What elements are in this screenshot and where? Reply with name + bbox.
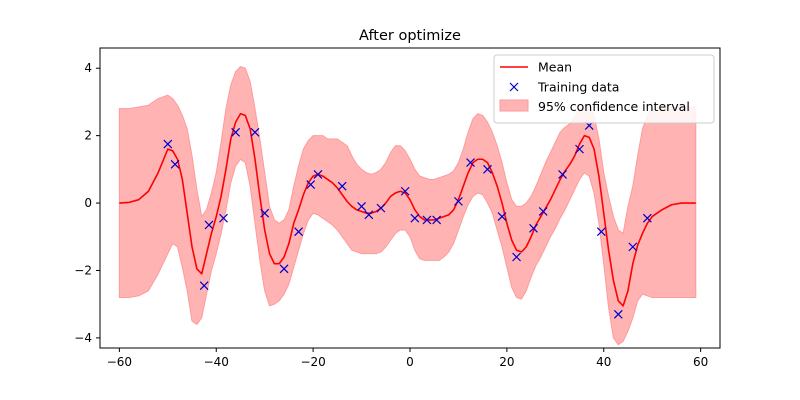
training-point bbox=[497, 212, 507, 221]
training-point bbox=[219, 213, 228, 223]
training-point bbox=[357, 202, 366, 211]
training-point bbox=[596, 227, 606, 237]
training-point bbox=[306, 180, 316, 189]
chart-title: After optimize bbox=[359, 28, 461, 44]
y-tick-label: −4 bbox=[74, 331, 92, 345]
training-point bbox=[628, 242, 638, 252]
x-tick-label: 0 bbox=[406, 355, 414, 369]
training-point bbox=[558, 169, 568, 179]
training-point bbox=[454, 196, 463, 206]
training-point bbox=[170, 159, 180, 169]
x-tick-label: 20 bbox=[499, 355, 514, 369]
training-point bbox=[337, 181, 347, 191]
training-point bbox=[163, 139, 173, 149]
plot-area bbox=[99, 47, 721, 349]
training-point bbox=[512, 252, 521, 262]
legend: Mean Training data 95% confidence interv… bbox=[493, 54, 715, 124]
training-point bbox=[483, 164, 492, 174]
training-point bbox=[642, 213, 652, 223]
legend-training-swatch bbox=[509, 82, 519, 92]
training-point bbox=[260, 208, 270, 218]
training-point bbox=[231, 127, 241, 137]
y-tick-label: −2 bbox=[74, 263, 92, 277]
training-point bbox=[199, 281, 209, 291]
training-point bbox=[313, 169, 323, 179]
y-axis-ticks: −4 −2 0 2 4 bbox=[74, 61, 100, 345]
y-tick-label: 0 bbox=[84, 196, 92, 210]
training-point bbox=[538, 207, 548, 216]
x-tick-label: 60 bbox=[693, 355, 708, 369]
y-tick-label: 2 bbox=[84, 129, 92, 143]
training-point bbox=[279, 264, 289, 274]
x-tick-label: 40 bbox=[596, 355, 611, 369]
training-point bbox=[432, 215, 442, 225]
mean-line-layer bbox=[119, 112, 696, 307]
mean-line bbox=[119, 112, 696, 307]
training-point bbox=[250, 127, 260, 137]
training-points-layer bbox=[163, 121, 652, 319]
legend-training-label: Training data bbox=[537, 80, 619, 95]
training-point bbox=[294, 227, 304, 237]
legend-band-label: 95% confidence interval bbox=[538, 99, 690, 114]
training-point bbox=[575, 144, 584, 154]
x-axis-ticks: −60 −40 −20 0 20 40 60 bbox=[107, 348, 708, 369]
training-point bbox=[364, 210, 374, 220]
x-tick-label: −40 bbox=[204, 355, 229, 369]
training-point bbox=[422, 215, 432, 225]
y-tick-label: 4 bbox=[84, 61, 92, 75]
confidence-band bbox=[118, 65, 697, 346]
training-point bbox=[376, 203, 386, 213]
x-tick-label: −60 bbox=[107, 355, 132, 369]
training-point bbox=[410, 213, 420, 223]
training-point bbox=[529, 223, 538, 233]
training-point bbox=[400, 186, 410, 196]
x-tick-label: −20 bbox=[300, 355, 325, 369]
training-point bbox=[613, 309, 623, 319]
legend-frame bbox=[493, 54, 715, 124]
legend-mean-label: Mean bbox=[538, 60, 572, 75]
training-point bbox=[204, 220, 214, 230]
training-point bbox=[466, 158, 475, 168]
legend-band-swatch bbox=[499, 99, 529, 112]
confidence-band-layer bbox=[118, 65, 697, 346]
